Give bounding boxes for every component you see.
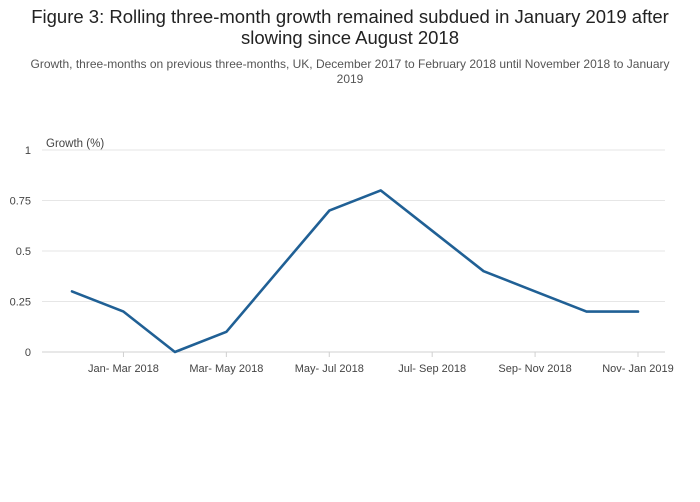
y-axis-label: Growth (%): [46, 138, 104, 150]
y-tick-label: 0.5: [16, 246, 31, 258]
series-line: [70, 189, 640, 354]
y-tick-label: 0.75: [10, 196, 31, 208]
y-tick-label: 0: [25, 347, 31, 359]
y-tick-label: 1: [25, 145, 31, 157]
x-tick-label: May- Jul 2018: [295, 363, 364, 375]
x-tick-label: Jul- Sep 2018: [398, 363, 466, 375]
x-tick-label: Mar- May 2018: [189, 363, 263, 375]
y-axis-ticks: 0 0.25 0.5 0.75 1: [10, 145, 31, 359]
series: [70, 189, 640, 354]
grid-lines: [42, 149, 665, 302]
x-tick-label: Jan- Mar 2018: [88, 363, 159, 375]
x-axis-ticks: Jan- Mar 2018 Mar- May 2018 May- Jul 2018 J…: [88, 352, 674, 375]
chart-subtitle: Growth, three-months on previous three-m…: [30, 57, 670, 86]
x-tick-label: Sep- Nov 2018: [498, 363, 571, 375]
x-tick-label: Nov- Jan 2019: [602, 363, 674, 375]
chart-title: Figure 3: Rolling three-month growth rem…: [31, 6, 669, 48]
y-tick-label: 0.25: [10, 297, 31, 309]
